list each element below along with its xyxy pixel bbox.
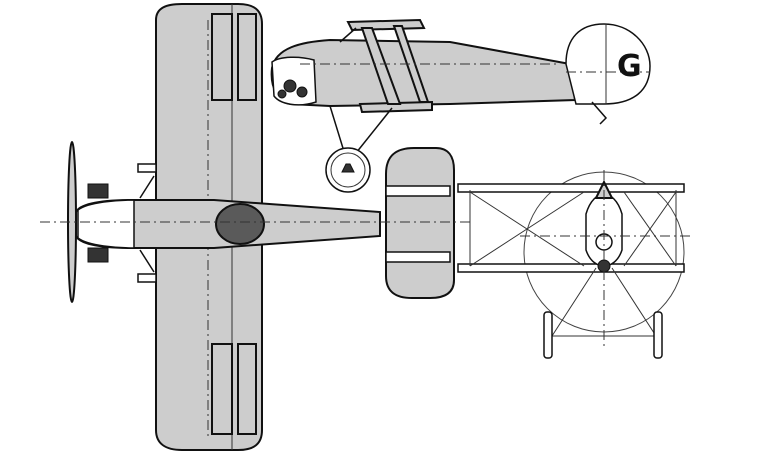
plan-aileron <box>211 13 233 101</box>
side-interplane-strut <box>360 27 402 105</box>
side-engine-cylinder <box>283 79 297 93</box>
side-engine-cylinder <box>277 89 287 99</box>
side-rudder <box>565 23 651 105</box>
fin-marking: G <box>617 49 642 84</box>
front-wheel <box>653 311 663 359</box>
side-view: G <box>270 18 651 193</box>
front-gear-leg <box>551 267 597 337</box>
plan-gear-stub <box>137 273 157 283</box>
side-upper-wing <box>346 18 426 32</box>
side-interplane-strut <box>392 25 430 103</box>
front-gear-leg <box>611 267 657 337</box>
plan-view <box>40 3 470 451</box>
side-engine-cylinder <box>296 86 308 98</box>
front-view <box>457 170 690 359</box>
plan-engine-cylinder <box>87 247 109 263</box>
front-bracing-wire <box>469 191 585 267</box>
front-upper-wing <box>457 183 685 193</box>
side-axle <box>341 163 355 173</box>
front-lower-wing <box>457 263 685 273</box>
plan-elevator-hinge <box>385 251 451 263</box>
side-gear-leg <box>351 107 393 159</box>
side-cabane-strut <box>339 27 357 43</box>
plan-cockpit <box>215 203 265 245</box>
plan-tailplane <box>385 147 455 299</box>
plan-gear-strut <box>139 175 155 199</box>
plan-engine-cylinder <box>87 183 109 199</box>
plan-gear-strut <box>139 249 155 273</box>
plan-elevator-hinge <box>385 185 451 197</box>
side-lower-wing <box>358 100 433 114</box>
plan-gear-stub <box>137 163 157 173</box>
side-wheel-hub <box>330 152 366 188</box>
plan-aileron <box>211 343 233 435</box>
front-bracing-wire <box>623 191 677 267</box>
plan-aileron <box>237 343 257 435</box>
front-wheel <box>543 311 553 359</box>
plan-engine-cowl <box>77 199 135 249</box>
side-tail-skid <box>591 101 608 125</box>
plan-aileron <box>237 13 257 101</box>
